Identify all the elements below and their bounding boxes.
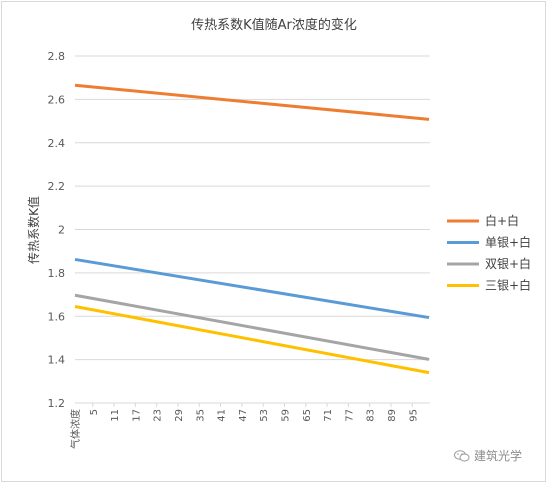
legend-label: 三银+白 bbox=[485, 278, 531, 293]
y-tick-label: 1.8 bbox=[48, 267, 66, 280]
x-tick-label: 89 bbox=[387, 409, 398, 422]
x-tick-label: 41 bbox=[217, 409, 228, 422]
x-tick-label: 77 bbox=[344, 409, 355, 422]
series-line bbox=[74, 83, 430, 121]
legend-label: 单银+白 bbox=[485, 235, 531, 250]
x-tick-label: 11 bbox=[110, 409, 121, 422]
x-tick-label: 17 bbox=[131, 409, 142, 422]
x-tick-label: 47 bbox=[238, 409, 249, 422]
watermark: 建筑光学 bbox=[454, 447, 522, 464]
y-tick-label: 2.4 bbox=[48, 137, 66, 150]
x-tick-label-first: 气体浓度 bbox=[69, 409, 82, 449]
legend-label: 白+白 bbox=[485, 213, 519, 228]
y-tick-label: 1.2 bbox=[48, 397, 66, 410]
y-tick-label: 1.6 bbox=[48, 310, 66, 323]
x-tick-label: 23 bbox=[153, 409, 164, 422]
wechat-icon bbox=[454, 449, 470, 461]
x-tick-label: 35 bbox=[195, 409, 206, 422]
y-tick-label: 2 bbox=[58, 224, 65, 237]
watermark-text: 建筑光学 bbox=[474, 449, 523, 463]
y-tick-label: 1.4 bbox=[48, 354, 66, 367]
x-tick-label: 29 bbox=[174, 409, 185, 422]
series-line bbox=[74, 293, 430, 361]
gridlines bbox=[75, 55, 430, 404]
x-tick-label: 5 bbox=[89, 409, 100, 415]
x-tick-label: 65 bbox=[302, 409, 313, 422]
y-tick-label: 2.2 bbox=[48, 180, 66, 193]
x-tick-label: 83 bbox=[366, 409, 377, 422]
x-tick-label: 59 bbox=[280, 409, 291, 422]
series-line bbox=[74, 257, 430, 320]
x-tick-label: 53 bbox=[259, 409, 270, 422]
y-axis-title: 传热系数K值 bbox=[26, 196, 41, 264]
x-tick-label: 95 bbox=[408, 409, 419, 422]
chart-title: 传热系数K值随Ar浓度的变化 bbox=[191, 18, 357, 33]
y-tick-label: 2.6 bbox=[48, 93, 66, 106]
series-lines bbox=[74, 83, 430, 375]
legend-label: 双银+白 bbox=[485, 256, 531, 271]
series-line bbox=[74, 305, 430, 375]
y-tick-label: 2.8 bbox=[48, 50, 66, 63]
x-axis-ticks: 气体浓度 5 11 17 23 29 35 41 47 53 59 65 71 77 83 89 95 bbox=[69, 403, 419, 449]
x-tick-label: 71 bbox=[323, 409, 334, 422]
y-axis-ticks: 1.2 1.4 1.6 1.8 2 2.2 2.4 2.6 2.8 bbox=[48, 50, 66, 410]
legend: 白+白单银+白双银+白三银+白 bbox=[447, 213, 531, 293]
